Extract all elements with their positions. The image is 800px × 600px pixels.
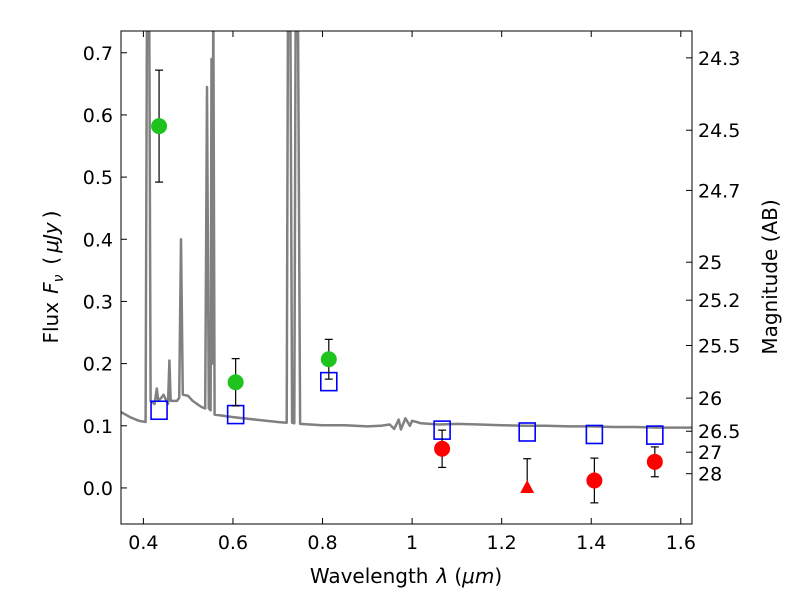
plot-frame — [120, 30, 693, 525]
model-point-square — [226, 404, 245, 425]
observed-point — [151, 118, 168, 135]
x-axis-title: Wavelength λ (μm) — [310, 564, 502, 588]
y-tick-label: 0.0 — [83, 478, 113, 500]
magnitude-tick-label: 27 — [698, 442, 722, 464]
y-tick-label: 0.4 — [83, 229, 113, 251]
x-axis-title-paren-close: ) — [494, 564, 502, 588]
y-axis-title-unit: μJy — [39, 221, 63, 254]
observed-point — [646, 453, 663, 470]
x-tick-label: 0.6 — [218, 532, 248, 554]
upper-limit-triangle — [520, 479, 535, 493]
x-tick-label: 0.8 — [307, 532, 337, 554]
y-axis-title: Flux Fν ( μJy) — [39, 210, 67, 343]
magnitude-tick-label: 25.2 — [698, 290, 740, 312]
magnitude-tick-label: 25 — [698, 252, 722, 274]
magnitude-tick-label: 24.7 — [698, 180, 740, 202]
observed-point — [320, 351, 337, 368]
y-tick-label: 0.7 — [83, 43, 113, 65]
observed-point — [586, 472, 603, 489]
x-axis-title-unit: μm — [461, 564, 494, 588]
x-axis-title-text: Wavelength — [310, 564, 429, 588]
observed-points-layer — [151, 69, 663, 504]
magnitude-tick-label: 24.5 — [698, 120, 740, 142]
magnitude-tick-label: 28 — [698, 464, 722, 486]
observed-point — [434, 440, 451, 457]
magnitude-tick-label: 26 — [698, 388, 722, 410]
y-tick-label: 0.3 — [83, 291, 113, 313]
magnitude-tick-label: 24.3 — [698, 48, 740, 70]
spectrum-layer — [121, 31, 692, 431]
x-tick-label: 1.4 — [576, 532, 606, 554]
y-axis-title-text: Flux — [39, 302, 63, 344]
x-tick-label: 1 — [406, 532, 418, 554]
observed-point — [227, 374, 244, 391]
y-axis-ticks: 0.0 0.1 0.2 0.3 0.4 0.5 0.6 0.7 — [83, 43, 127, 500]
y-axis-title-subscript: ν — [51, 274, 67, 282]
x-tick-label: 0.4 — [128, 532, 158, 554]
y-tick-label: 0.5 — [83, 167, 113, 189]
y-tick-label: 0.2 — [83, 354, 113, 376]
x-axis-title-symbol: λ — [435, 564, 448, 588]
x-tick-label: 1.2 — [487, 532, 517, 554]
y-axis-title-paren-open: ( — [39, 257, 63, 265]
magnitude-axis-title: Magnitude (AB) — [758, 199, 782, 354]
y-tick-label: 0.6 — [83, 105, 113, 127]
magnitude-tick-label: 25.5 — [698, 336, 740, 358]
x-axis-ticks: 0.4 0.6 0.8 1 1.2 1.4 1.6 — [128, 31, 696, 554]
x-axis-title-paren-open: ( — [454, 564, 462, 588]
model-point-square — [518, 422, 536, 442]
magnitude-tick-label: 26.5 — [698, 421, 740, 443]
model-point-square — [646, 425, 664, 445]
model-point-square — [150, 400, 168, 421]
x-tick-label: 1.6 — [666, 532, 696, 554]
y-tick-label: 0.1 — [83, 416, 113, 438]
model-point-square — [585, 424, 604, 445]
y-axis-title-paren-close: ) — [39, 210, 63, 218]
model-spectrum-line — [121, 31, 692, 431]
y-axis-title-symbol: F — [39, 282, 63, 294]
